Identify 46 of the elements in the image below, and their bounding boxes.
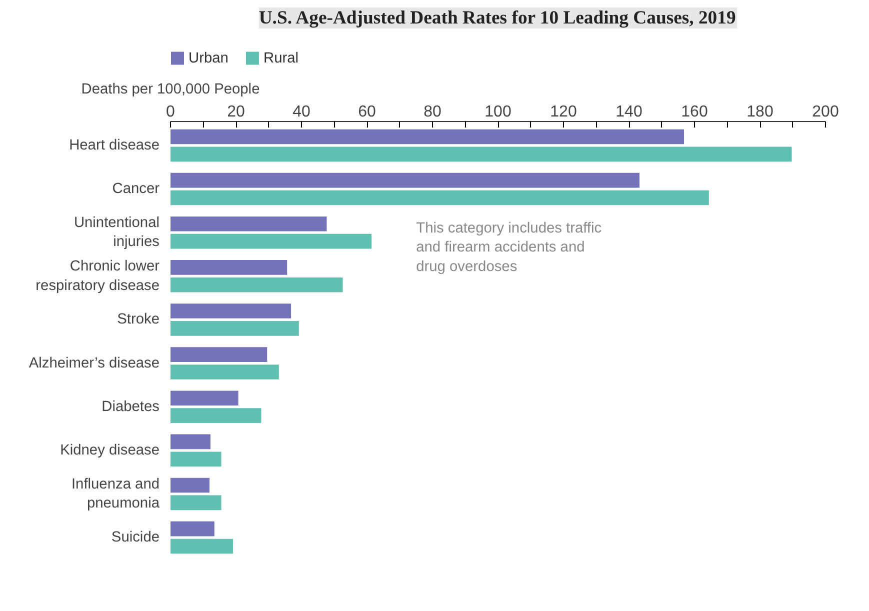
bar xyxy=(170,234,372,249)
y-tick-label: Cancer xyxy=(112,181,160,198)
y-tick-label: Chronic lower respiratory disease xyxy=(36,258,160,294)
bar xyxy=(170,521,214,536)
y-tick-label: Suicide xyxy=(111,530,160,546)
bar xyxy=(170,146,792,162)
y-tick-label: Alzheimer’s disease xyxy=(28,355,160,372)
x-axis-title: Deaths per 100,000 People xyxy=(81,82,260,98)
bar xyxy=(170,364,279,380)
chart-title: U.S. Age-Adjusted Death Rates for 10 Leading Causes, 2019 xyxy=(258,8,736,28)
bar xyxy=(170,321,299,336)
bar xyxy=(170,260,288,275)
x-tick-label: 160 xyxy=(681,104,708,120)
x-tick-label: 40 xyxy=(292,104,310,120)
bar xyxy=(170,478,210,493)
x-tick-label: 60 xyxy=(358,104,376,120)
x-tick-label: 180 xyxy=(746,104,774,120)
bar xyxy=(170,129,684,144)
bar xyxy=(170,538,234,554)
x-tick-label: 120 xyxy=(550,104,577,120)
bar xyxy=(170,408,262,423)
x-tick-label: 0 xyxy=(166,104,176,120)
bar xyxy=(170,347,268,362)
y-tick-label: Heart disease xyxy=(69,137,160,154)
y-tick-label: Unintentional injuries xyxy=(74,214,160,250)
x-tick-label: 80 xyxy=(424,104,442,120)
bar xyxy=(170,495,222,510)
y-tick-label: Influenza and pneumonia xyxy=(71,476,160,512)
bar xyxy=(170,434,210,450)
bar xyxy=(170,216,327,232)
x-tick-label: 200 xyxy=(812,104,839,120)
legend-label: Rural xyxy=(264,50,299,66)
bar xyxy=(170,452,222,467)
y-tick-label: Kidney disease xyxy=(60,442,160,458)
legend-label: Urban xyxy=(188,50,228,66)
bar xyxy=(170,304,292,318)
x-tick-label: 20 xyxy=(227,104,245,120)
x-tick-label: 100 xyxy=(484,104,512,120)
bar xyxy=(170,277,343,292)
bar xyxy=(170,390,238,406)
bar xyxy=(170,172,640,188)
x-tick-label: 140 xyxy=(616,104,642,120)
bar xyxy=(170,190,709,206)
y-tick-label: Diabetes xyxy=(102,398,160,415)
annotation: This category includes traffic and firearm accidents and drug overdoses xyxy=(416,220,602,275)
y-tick-label: Stroke xyxy=(117,312,160,328)
